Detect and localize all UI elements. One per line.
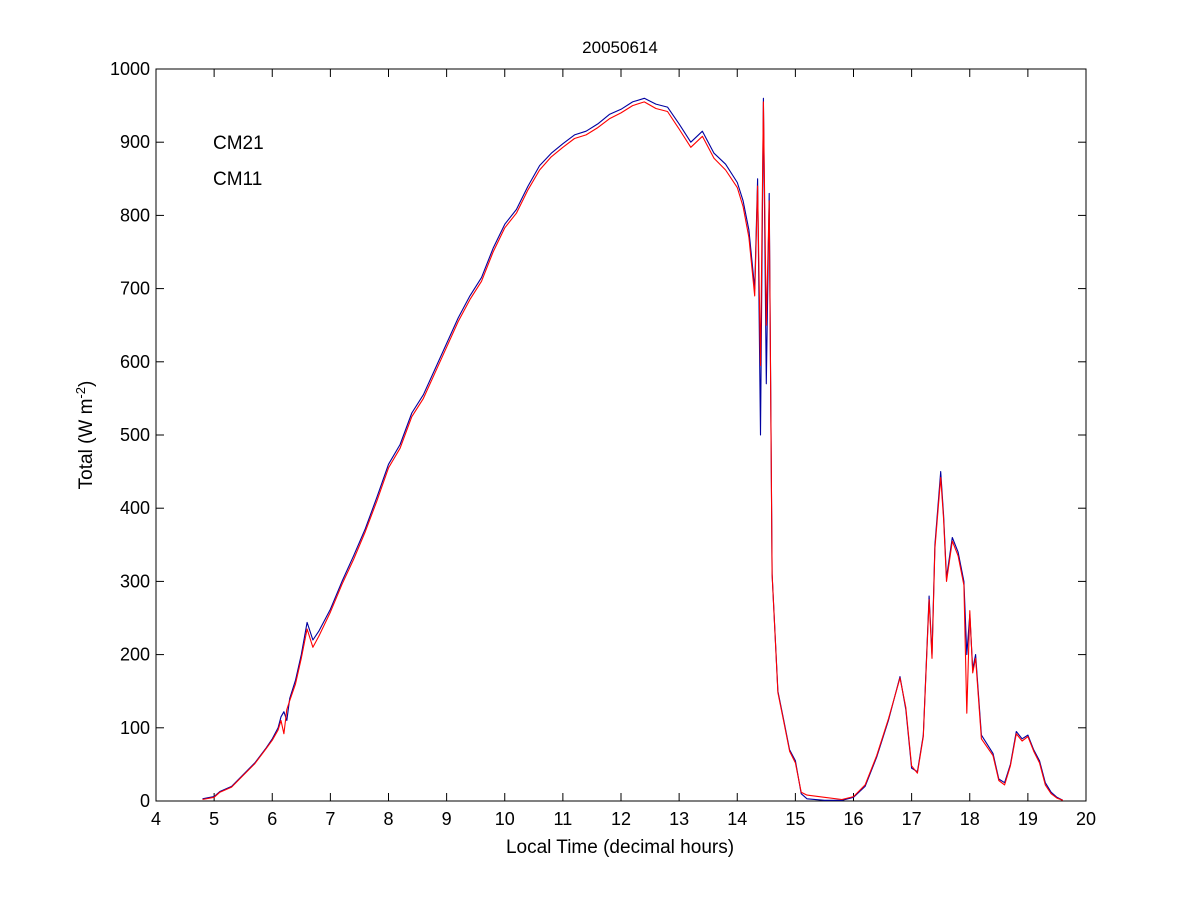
x-tick-label: 8: [383, 809, 393, 829]
x-tick-label: 5: [209, 809, 219, 829]
y-axis-label-main: Total (W m: [76, 399, 97, 490]
y-tick-label: 600: [120, 352, 150, 372]
x-tick-label: 15: [785, 809, 805, 829]
x-tick-label: 17: [902, 809, 922, 829]
y-axis: 0 100 200 300 400 500 600 700 800 900 1000: [110, 59, 1086, 811]
x-tick-label: 7: [325, 809, 335, 829]
y-axis-label-close: ): [76, 381, 97, 387]
x-tick-label: 12: [611, 809, 631, 829]
y-axis-label-superscript: -2: [73, 387, 88, 399]
plot-area: [155, 68, 1087, 802]
x-tick-label: 9: [442, 809, 452, 829]
x-tick-label: 16: [843, 809, 863, 829]
y-tick-label: 1000: [110, 59, 150, 79]
x-axis: 4 5 6 7 8 9 10 11 12 13 14 15 16 17 18 19 20: [151, 69, 1096, 829]
x-tick-label: 10: [495, 809, 515, 829]
x-tick-label: 14: [727, 809, 747, 829]
y-tick-label: 800: [120, 205, 150, 225]
y-tick-label: 500: [120, 425, 150, 445]
legend: CM21 CM11: [213, 133, 264, 190]
y-tick-label: 700: [120, 279, 150, 299]
legend-label-cm11: CM11: [213, 169, 262, 190]
series-line-cm11: [202, 101, 1063, 801]
y-tick-label: 900: [120, 132, 150, 152]
series-lines: [202, 97, 1064, 801]
y-tick-label: 400: [120, 498, 150, 518]
x-tick-label: 11: [554, 809, 573, 829]
x-tick-label: 6: [267, 809, 277, 829]
y-tick-label: 100: [120, 718, 150, 738]
x-tick-label: 4: [151, 809, 161, 829]
x-axis-label: Local Time (decimal hours): [506, 837, 734, 858]
y-tick-label: 0: [140, 791, 150, 811]
x-tick-label: 19: [1018, 809, 1038, 829]
legend-label-cm21: CM21: [213, 133, 264, 154]
x-tick-label: 13: [669, 809, 689, 829]
x-tick-label: 20: [1076, 809, 1096, 829]
chart-title: 20050614: [582, 38, 658, 57]
x-tick-label: 18: [960, 809, 980, 829]
y-tick-label: 200: [120, 645, 150, 665]
y-tick-label: 300: [120, 571, 150, 591]
y-axis-label: Total (W m-2): [73, 381, 97, 490]
